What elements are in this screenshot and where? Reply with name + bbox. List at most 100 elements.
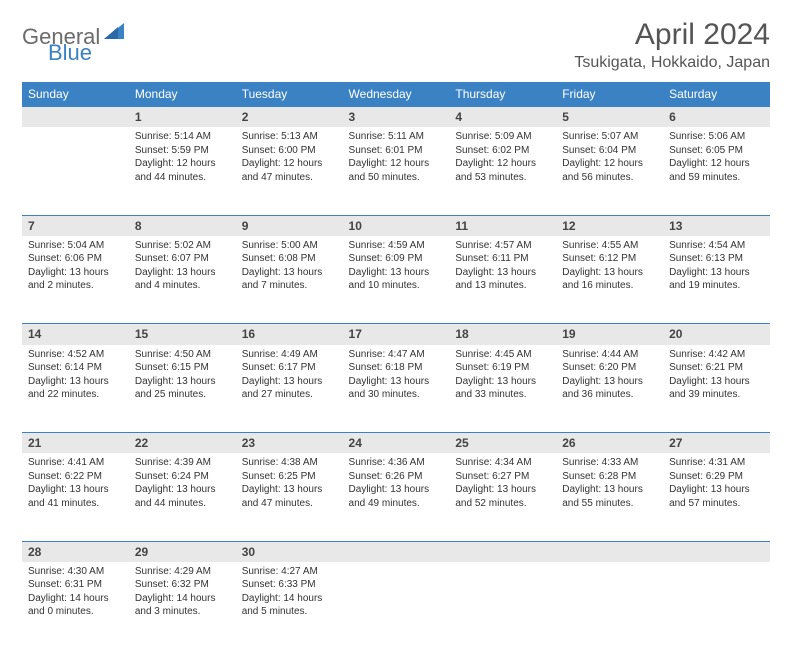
day-number: 21 bbox=[22, 433, 129, 454]
sunset-text: Sunset: 6:12 PM bbox=[562, 252, 657, 266]
day-cell: Sunrise: 4:42 AMSunset: 6:21 PMDaylight:… bbox=[663, 345, 770, 433]
sunset-text: Sunset: 6:08 PM bbox=[242, 252, 337, 266]
day-cell: Sunrise: 4:50 AMSunset: 6:15 PMDaylight:… bbox=[129, 345, 236, 433]
sunset-text: Sunset: 6:20 PM bbox=[562, 361, 657, 375]
day-number: 1 bbox=[129, 107, 236, 128]
day-cell: Sunrise: 5:13 AMSunset: 6:00 PMDaylight:… bbox=[236, 127, 343, 215]
daylight-text: Daylight: 13 hours and 47 minutes. bbox=[242, 483, 337, 510]
sunrise-text: Sunrise: 4:45 AM bbox=[455, 348, 550, 362]
sunset-text: Sunset: 6:21 PM bbox=[669, 361, 764, 375]
sunrise-text: Sunrise: 5:13 AM bbox=[242, 130, 337, 144]
daylight-text: Daylight: 14 hours and 5 minutes. bbox=[242, 592, 337, 619]
sunrise-text: Sunrise: 4:31 AM bbox=[669, 456, 764, 470]
day-cell bbox=[556, 562, 663, 650]
sunrise-text: Sunrise: 5:06 AM bbox=[669, 130, 764, 144]
sunrise-text: Sunrise: 5:02 AM bbox=[135, 239, 230, 253]
day-cell: Sunrise: 4:44 AMSunset: 6:20 PMDaylight:… bbox=[556, 345, 663, 433]
day-cell bbox=[663, 562, 770, 650]
sunset-text: Sunset: 6:28 PM bbox=[562, 470, 657, 484]
day-cell: Sunrise: 5:00 AMSunset: 6:08 PMDaylight:… bbox=[236, 236, 343, 324]
daylight-text: Daylight: 13 hours and 27 minutes. bbox=[242, 375, 337, 402]
daylight-text: Daylight: 13 hours and 22 minutes. bbox=[28, 375, 123, 402]
day-number-row: 282930 bbox=[22, 541, 770, 562]
day-cell: Sunrise: 4:54 AMSunset: 6:13 PMDaylight:… bbox=[663, 236, 770, 324]
logo-line2: Blue bbox=[22, 40, 92, 66]
sunset-text: Sunset: 6:29 PM bbox=[669, 470, 764, 484]
daylight-text: Daylight: 13 hours and 39 minutes. bbox=[669, 375, 764, 402]
sunset-text: Sunset: 6:01 PM bbox=[349, 144, 444, 158]
sunrise-text: Sunrise: 5:04 AM bbox=[28, 239, 123, 253]
day-content-row: Sunrise: 5:14 AMSunset: 5:59 PMDaylight:… bbox=[22, 127, 770, 215]
day-cell: Sunrise: 4:31 AMSunset: 6:29 PMDaylight:… bbox=[663, 453, 770, 541]
sunrise-text: Sunrise: 4:54 AM bbox=[669, 239, 764, 253]
sunrise-text: Sunrise: 5:11 AM bbox=[349, 130, 444, 144]
sunrise-text: Sunrise: 4:33 AM bbox=[562, 456, 657, 470]
day-cell: Sunrise: 5:06 AMSunset: 6:05 PMDaylight:… bbox=[663, 127, 770, 215]
sunrise-text: Sunrise: 5:14 AM bbox=[135, 130, 230, 144]
daylight-text: Daylight: 13 hours and 10 minutes. bbox=[349, 266, 444, 293]
day-content-row: Sunrise: 4:52 AMSunset: 6:14 PMDaylight:… bbox=[22, 345, 770, 433]
sunset-text: Sunset: 6:25 PM bbox=[242, 470, 337, 484]
daylight-text: Daylight: 13 hours and 19 minutes. bbox=[669, 266, 764, 293]
sunrise-text: Sunrise: 4:47 AM bbox=[349, 348, 444, 362]
sunrise-text: Sunrise: 4:55 AM bbox=[562, 239, 657, 253]
day-number bbox=[663, 541, 770, 562]
day-number bbox=[449, 541, 556, 562]
calendar-table: Sunday Monday Tuesday Wednesday Thursday… bbox=[22, 82, 770, 650]
daylight-text: Daylight: 13 hours and 44 minutes. bbox=[135, 483, 230, 510]
sunrise-text: Sunrise: 5:07 AM bbox=[562, 130, 657, 144]
day-cell: Sunrise: 4:59 AMSunset: 6:09 PMDaylight:… bbox=[343, 236, 450, 324]
sunset-text: Sunset: 6:27 PM bbox=[455, 470, 550, 484]
day-cell: Sunrise: 4:27 AMSunset: 6:33 PMDaylight:… bbox=[236, 562, 343, 650]
day-cell: Sunrise: 5:14 AMSunset: 5:59 PMDaylight:… bbox=[129, 127, 236, 215]
sunrise-text: Sunrise: 4:50 AM bbox=[135, 348, 230, 362]
daylight-text: Daylight: 13 hours and 2 minutes. bbox=[28, 266, 123, 293]
sunset-text: Sunset: 6:33 PM bbox=[242, 578, 337, 592]
sunset-text: Sunset: 6:32 PM bbox=[135, 578, 230, 592]
day-cell: Sunrise: 5:07 AMSunset: 6:04 PMDaylight:… bbox=[556, 127, 663, 215]
daylight-text: Daylight: 13 hours and 52 minutes. bbox=[455, 483, 550, 510]
day-cell: Sunrise: 4:36 AMSunset: 6:26 PMDaylight:… bbox=[343, 453, 450, 541]
day-cell: Sunrise: 4:29 AMSunset: 6:32 PMDaylight:… bbox=[129, 562, 236, 650]
sunrise-text: Sunrise: 4:34 AM bbox=[455, 456, 550, 470]
day-number bbox=[22, 107, 129, 128]
sunset-text: Sunset: 6:17 PM bbox=[242, 361, 337, 375]
day-number: 19 bbox=[556, 324, 663, 345]
day-cell bbox=[343, 562, 450, 650]
logo-triangle-icon bbox=[104, 23, 124, 39]
daylight-text: Daylight: 13 hours and 49 minutes. bbox=[349, 483, 444, 510]
day-number: 28 bbox=[22, 541, 129, 562]
sunrise-text: Sunrise: 4:41 AM bbox=[28, 456, 123, 470]
day-number: 15 bbox=[129, 324, 236, 345]
day-content-row: Sunrise: 4:30 AMSunset: 6:31 PMDaylight:… bbox=[22, 562, 770, 650]
day-number: 6 bbox=[663, 107, 770, 128]
sunset-text: Sunset: 6:15 PM bbox=[135, 361, 230, 375]
title-block: April 2024 Tsukigata, Hokkaido, Japan bbox=[574, 18, 770, 72]
sunset-text: Sunset: 6:00 PM bbox=[242, 144, 337, 158]
day-number: 2 bbox=[236, 107, 343, 128]
daylight-text: Daylight: 13 hours and 13 minutes. bbox=[455, 266, 550, 293]
day-number bbox=[343, 541, 450, 562]
sunset-text: Sunset: 6:22 PM bbox=[28, 470, 123, 484]
sunset-text: Sunset: 6:09 PM bbox=[349, 252, 444, 266]
daylight-text: Daylight: 12 hours and 44 minutes. bbox=[135, 157, 230, 184]
day-number: 7 bbox=[22, 215, 129, 236]
day-cell: Sunrise: 4:45 AMSunset: 6:19 PMDaylight:… bbox=[449, 345, 556, 433]
daylight-text: Daylight: 12 hours and 50 minutes. bbox=[349, 157, 444, 184]
sunrise-text: Sunrise: 4:57 AM bbox=[455, 239, 550, 253]
sunset-text: Sunset: 6:13 PM bbox=[669, 252, 764, 266]
sunset-text: Sunset: 6:26 PM bbox=[349, 470, 444, 484]
day-number: 20 bbox=[663, 324, 770, 345]
day-number: 13 bbox=[663, 215, 770, 236]
sunset-text: Sunset: 6:07 PM bbox=[135, 252, 230, 266]
daylight-text: Daylight: 13 hours and 33 minutes. bbox=[455, 375, 550, 402]
daylight-text: Daylight: 13 hours and 7 minutes. bbox=[242, 266, 337, 293]
day-number: 16 bbox=[236, 324, 343, 345]
day-cell: Sunrise: 4:47 AMSunset: 6:18 PMDaylight:… bbox=[343, 345, 450, 433]
location: Tsukigata, Hokkaido, Japan bbox=[574, 54, 770, 72]
day-cell: Sunrise: 4:34 AMSunset: 6:27 PMDaylight:… bbox=[449, 453, 556, 541]
day-number: 12 bbox=[556, 215, 663, 236]
day-cell: Sunrise: 4:55 AMSunset: 6:12 PMDaylight:… bbox=[556, 236, 663, 324]
day-number: 4 bbox=[449, 107, 556, 128]
day-number-row: 123456 bbox=[22, 107, 770, 128]
